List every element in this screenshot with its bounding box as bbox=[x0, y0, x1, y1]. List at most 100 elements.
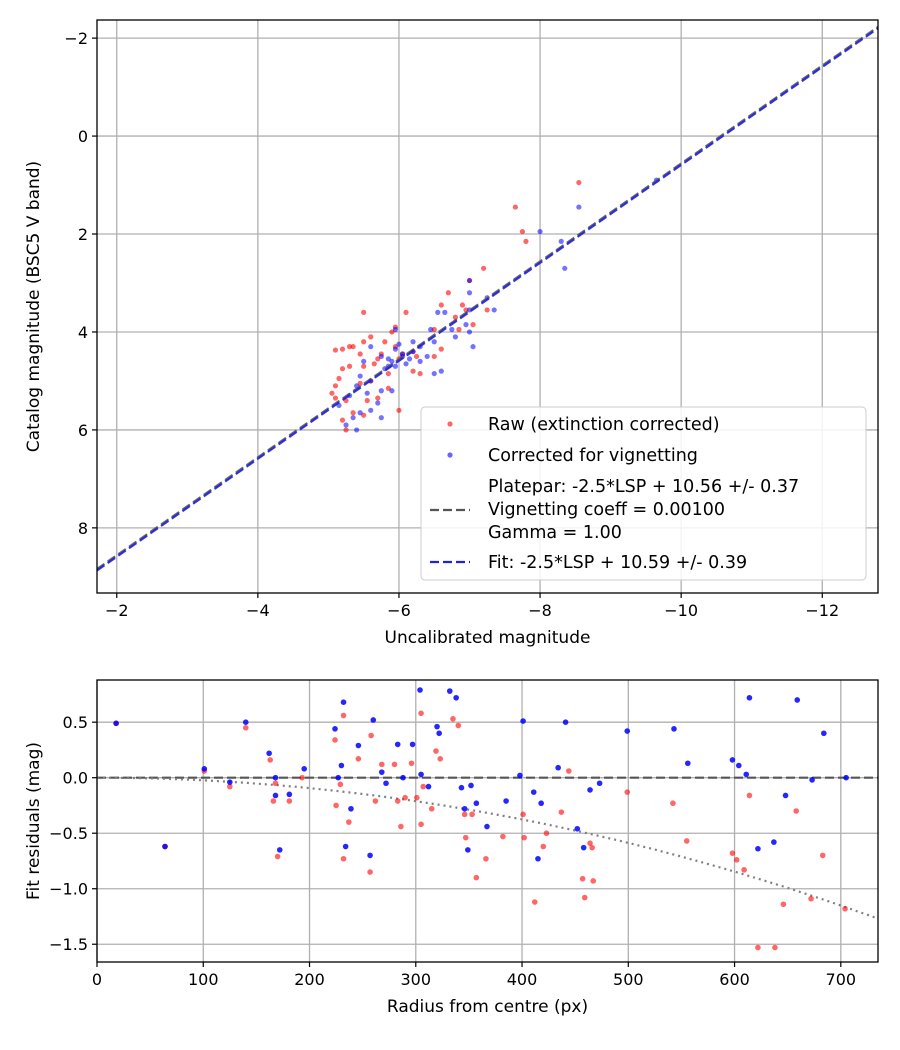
data-point bbox=[473, 874, 480, 881]
data-point bbox=[367, 852, 373, 859]
data-point bbox=[392, 363, 399, 369]
data-point bbox=[378, 769, 385, 775]
data-point bbox=[455, 722, 462, 729]
data-point bbox=[531, 899, 538, 905]
data-point bbox=[436, 730, 442, 737]
data-point bbox=[684, 760, 691, 767]
data-point bbox=[452, 334, 458, 340]
data-point bbox=[332, 395, 339, 401]
plot-area bbox=[97, 687, 878, 951]
data-point bbox=[438, 346, 444, 352]
data-point bbox=[410, 368, 416, 374]
x-tick-label: −2 bbox=[105, 601, 129, 620]
data-point bbox=[743, 771, 750, 778]
data-point bbox=[590, 878, 597, 884]
data-point bbox=[466, 329, 473, 335]
x-tick-label: 0 bbox=[92, 970, 102, 989]
data-point bbox=[576, 179, 582, 186]
data-point bbox=[470, 344, 476, 350]
x-tick-label: −4 bbox=[246, 601, 270, 620]
data-point bbox=[332, 737, 338, 743]
data-point bbox=[337, 781, 344, 788]
data-point bbox=[461, 805, 468, 812]
y-tick-label: 8 bbox=[78, 519, 88, 538]
data-point bbox=[755, 845, 761, 852]
data-point bbox=[396, 407, 402, 413]
data-point bbox=[267, 757, 274, 763]
x-tick-label: 200 bbox=[294, 970, 325, 989]
axes-frame bbox=[96, 19, 879, 594]
data-point bbox=[361, 339, 367, 345]
data-point bbox=[538, 800, 544, 807]
data-point bbox=[272, 774, 279, 781]
data-point bbox=[361, 358, 367, 364]
data-point bbox=[274, 853, 281, 860]
data-point bbox=[350, 415, 356, 421]
data-point bbox=[364, 390, 370, 396]
data-point bbox=[418, 821, 424, 828]
data-point bbox=[371, 361, 377, 367]
data-point bbox=[339, 417, 346, 423]
data-point bbox=[329, 390, 335, 396]
data-point bbox=[385, 356, 391, 362]
data-point bbox=[589, 844, 595, 851]
data-point bbox=[272, 780, 279, 787]
data-point bbox=[624, 789, 631, 795]
data-point bbox=[400, 774, 406, 781]
data-point bbox=[435, 309, 441, 315]
data-point bbox=[332, 383, 339, 389]
data-point bbox=[452, 314, 458, 320]
data-point bbox=[540, 843, 547, 850]
x-axis-label: Radius from centre (px) bbox=[387, 997, 588, 1017]
data-point bbox=[346, 363, 353, 369]
data-point bbox=[543, 830, 550, 837]
data-point bbox=[555, 764, 561, 771]
data-point bbox=[342, 843, 349, 850]
x-tick-label: 500 bbox=[613, 970, 644, 989]
legend: Raw (extinction corrected) Corrected for … bbox=[420, 406, 867, 581]
x-tick-label: −10 bbox=[664, 601, 698, 620]
data-point bbox=[671, 726, 677, 732]
legend-label-raw: Raw (extinction corrected) bbox=[488, 415, 720, 435]
data-point bbox=[364, 397, 370, 404]
data-point bbox=[466, 277, 473, 284]
data-point bbox=[446, 688, 453, 694]
data-point bbox=[729, 757, 736, 763]
y-tick-label: 0.0 bbox=[63, 769, 88, 788]
data-point bbox=[819, 852, 826, 859]
data-point bbox=[368, 334, 374, 340]
data-point bbox=[458, 784, 465, 791]
data-point bbox=[445, 290, 451, 296]
y-tick-label: 2 bbox=[78, 225, 88, 244]
data-point bbox=[466, 290, 473, 296]
data-point bbox=[484, 307, 490, 313]
data-point bbox=[343, 427, 349, 433]
data-point bbox=[301, 766, 308, 772]
y-tick-label: −0.5 bbox=[49, 824, 88, 843]
legend-label-corrected: Corrected for vignetting bbox=[488, 446, 698, 466]
data-point bbox=[266, 750, 272, 757]
data-point bbox=[355, 742, 362, 749]
data-point bbox=[521, 834, 527, 841]
y-tick-label: −1.0 bbox=[49, 880, 88, 899]
data-point bbox=[420, 783, 427, 790]
data-point bbox=[484, 823, 490, 830]
data-point bbox=[449, 326, 455, 333]
data-point bbox=[332, 726, 338, 732]
data-point bbox=[403, 309, 409, 315]
data-point bbox=[574, 825, 581, 832]
data-point bbox=[378, 415, 384, 421]
data-point bbox=[523, 238, 529, 244]
data-point bbox=[428, 326, 434, 333]
data-point bbox=[368, 732, 374, 739]
data-point bbox=[392, 326, 399, 333]
data-point bbox=[299, 774, 305, 781]
data-point bbox=[413, 353, 420, 360]
data-point bbox=[350, 410, 356, 416]
data-point bbox=[428, 805, 435, 812]
data-point bbox=[332, 347, 339, 353]
data-point bbox=[755, 944, 761, 951]
data-point bbox=[367, 869, 373, 875]
data-point bbox=[519, 228, 526, 235]
data-point bbox=[581, 894, 588, 901]
